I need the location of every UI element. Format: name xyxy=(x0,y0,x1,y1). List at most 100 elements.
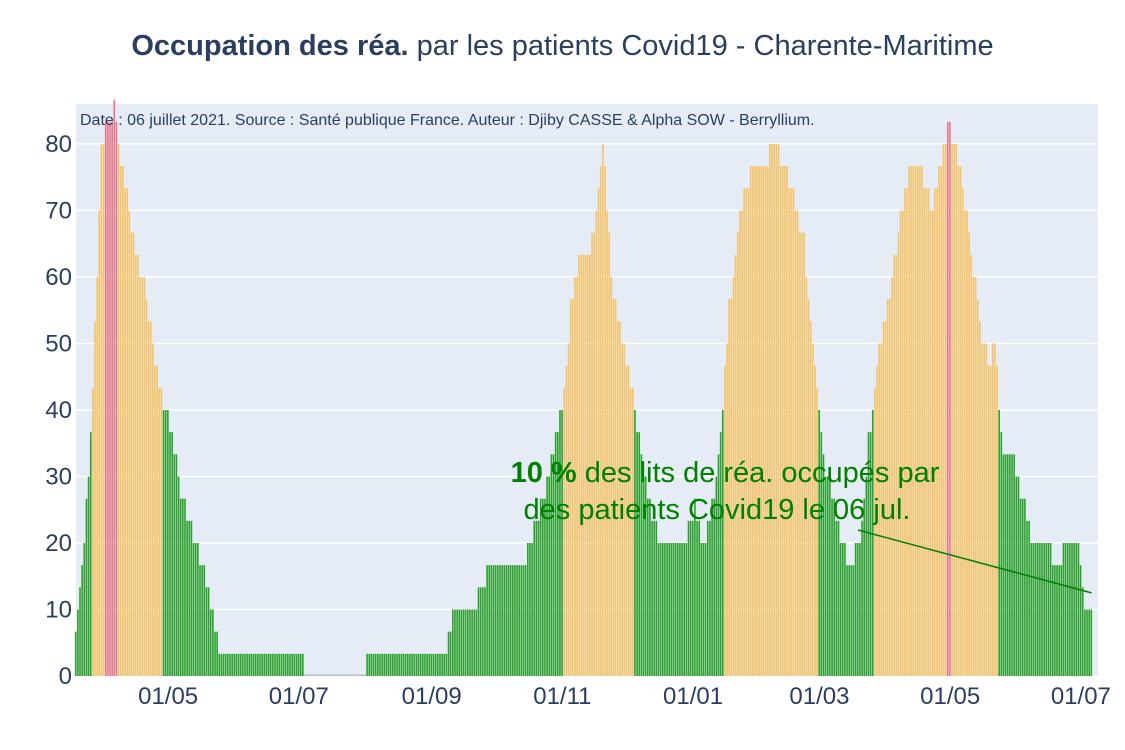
bar xyxy=(1071,542,1073,676)
bar xyxy=(550,454,553,676)
bar xyxy=(312,674,315,676)
bar xyxy=(991,343,994,676)
bar xyxy=(190,520,193,676)
bar xyxy=(923,188,925,676)
bar xyxy=(269,653,272,676)
bar xyxy=(713,498,716,676)
bar xyxy=(608,232,611,676)
bar xyxy=(1056,565,1058,676)
bar xyxy=(621,343,623,676)
x-tick-label: 01/09 xyxy=(402,683,462,710)
bar xyxy=(784,166,786,676)
bar xyxy=(394,653,396,676)
bar xyxy=(691,520,694,676)
bar xyxy=(197,542,199,676)
bar xyxy=(818,409,821,676)
bar xyxy=(107,121,109,676)
bar xyxy=(370,653,373,676)
bar xyxy=(212,609,214,676)
bar xyxy=(1030,542,1033,676)
bar xyxy=(454,609,456,676)
bar xyxy=(696,520,698,676)
bar xyxy=(949,121,951,676)
bar xyxy=(681,542,683,676)
bar xyxy=(456,609,458,676)
bar xyxy=(194,542,197,676)
bar xyxy=(484,587,486,676)
bar xyxy=(527,542,529,676)
annotation-arrow xyxy=(857,529,1092,594)
bar xyxy=(413,653,416,676)
bar xyxy=(124,188,126,676)
bar xyxy=(87,476,90,676)
bar xyxy=(906,188,908,676)
bar xyxy=(175,454,178,676)
bar xyxy=(674,542,677,676)
y-tick-label: 80 xyxy=(45,131,72,158)
bar xyxy=(874,387,876,676)
bar xyxy=(869,432,872,676)
bar xyxy=(460,609,463,676)
bar xyxy=(179,498,182,676)
bar xyxy=(638,432,641,676)
bar xyxy=(1015,476,1018,676)
bar xyxy=(897,232,900,676)
bar xyxy=(994,343,996,676)
bar xyxy=(1058,565,1060,676)
x-axis-ticks: 01/05 01/07 01/09 01/11 01/01 01/03 01/05 01/07 xyxy=(138,683,1111,710)
bar xyxy=(77,609,79,676)
bar xyxy=(475,609,478,676)
bar xyxy=(574,276,576,676)
bar xyxy=(998,409,1000,676)
bar xyxy=(353,674,356,676)
bar xyxy=(599,166,602,676)
bar xyxy=(92,387,94,676)
bar xyxy=(494,565,497,676)
bar xyxy=(426,653,428,676)
bar xyxy=(741,210,743,677)
bar xyxy=(749,166,752,676)
bar xyxy=(524,565,527,676)
bar xyxy=(218,653,221,676)
bar xyxy=(974,276,977,676)
bar xyxy=(754,166,756,676)
bar xyxy=(364,674,366,676)
bar xyxy=(597,188,600,676)
bar xyxy=(98,210,101,677)
bar xyxy=(631,387,634,676)
bar xyxy=(839,542,842,676)
bar xyxy=(537,520,540,676)
bar xyxy=(833,498,836,676)
bar xyxy=(623,343,626,676)
bar xyxy=(936,188,938,676)
bar xyxy=(535,520,538,676)
bar xyxy=(942,143,945,676)
bar xyxy=(829,476,831,676)
bar xyxy=(85,498,88,676)
bar xyxy=(340,674,343,676)
chart-title-rest: par les patients Covid19 - Charente-Mari… xyxy=(408,30,994,62)
bar xyxy=(627,365,630,676)
bar xyxy=(938,166,940,676)
bar xyxy=(263,653,266,676)
bar xyxy=(901,210,904,677)
bar xyxy=(276,653,278,676)
bar xyxy=(349,674,351,676)
bar xyxy=(809,321,812,676)
bar xyxy=(953,143,955,676)
x-tick-label: 01/07 xyxy=(269,683,329,710)
bar xyxy=(876,365,878,676)
bar xyxy=(644,476,647,676)
bar xyxy=(850,565,853,676)
bar xyxy=(668,542,671,676)
bar xyxy=(604,166,606,676)
bar xyxy=(861,520,863,676)
bar xyxy=(670,542,673,676)
bar xyxy=(1066,542,1069,676)
bar xyxy=(882,321,885,676)
bar xyxy=(531,542,533,676)
bar xyxy=(794,210,797,677)
bar xyxy=(336,674,338,676)
bar xyxy=(362,674,364,676)
bar xyxy=(704,542,707,676)
